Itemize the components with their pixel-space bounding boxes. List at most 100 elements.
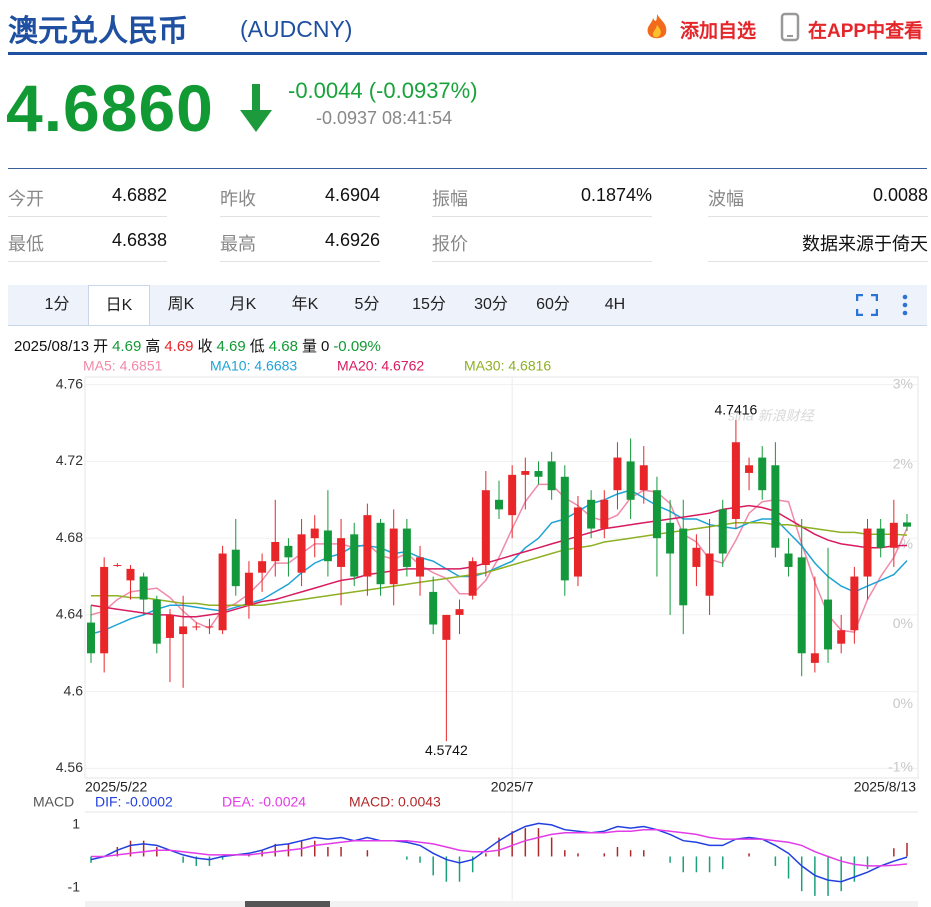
legend-entry: MA5: 4.6851: [83, 358, 163, 374]
candle-body: [139, 576, 148, 600]
fire-icon[interactable]: [642, 12, 672, 42]
candle-body: [284, 545, 293, 558]
candle-body: [205, 626, 214, 628]
stat-label: 昨收: [220, 189, 256, 209]
candle-body: [705, 553, 714, 596]
legend-entry: MA10: 4.6683: [210, 358, 297, 374]
header-rule: [8, 52, 927, 55]
more-icon[interactable]: [901, 293, 909, 317]
period-tab[interactable]: 月K: [229, 296, 257, 313]
candle-body: [639, 465, 648, 491]
candle-body: [679, 528, 688, 606]
macd-line: [91, 828, 908, 867]
candle-body: [244, 572, 253, 606]
candle-body: [323, 530, 332, 562]
info-item: 开: [93, 338, 109, 355]
candle-body: [784, 553, 793, 567]
candle-body: [850, 576, 859, 631]
candle-body: [863, 528, 872, 577]
low-label: 4.5742: [425, 742, 468, 758]
candle-body: [152, 599, 161, 644]
symbol-code: (AUDCNY): [240, 16, 353, 42]
candle-body: [626, 461, 635, 500]
candle-body: [573, 507, 582, 577]
stat-label: 最低: [8, 234, 44, 254]
stat-cell: 今开 4.6882: [8, 172, 167, 217]
candle-body: [600, 499, 609, 529]
plot-frame: [84, 376, 919, 779]
info-item: -0.09%: [333, 338, 381, 355]
candle-body: [337, 538, 346, 567]
candle-body: [824, 599, 833, 650]
info-item: 4.69: [112, 338, 142, 355]
y2-tick-label: 0%: [893, 695, 913, 711]
y2-tick-label: 3%: [893, 376, 913, 392]
candle-body: [495, 499, 503, 510]
stat-label: 今开: [8, 189, 44, 209]
candle-body: [731, 442, 740, 519]
period-tabs: 1分 日K 周K 月K 年K 5分 15分 30分 60分 4H: [8, 285, 927, 326]
y-tick-label: 4.68: [56, 529, 83, 545]
period-tab[interactable]: 30分: [474, 296, 508, 313]
scroll-thumb: [245, 901, 330, 907]
candle-body: [297, 534, 306, 573]
candle-body: [87, 622, 95, 654]
candle-body: [666, 522, 675, 554]
watermark: sina 新浪财经: [728, 408, 816, 424]
candle-body: [521, 471, 530, 475]
y-tick-label: -1: [68, 879, 81, 895]
candle-body: [692, 547, 701, 567]
candle-body: [481, 490, 490, 566]
stat-value: 0.1874%: [580, 185, 652, 205]
stat-label: 波幅: [708, 189, 744, 209]
add-favorite[interactable]: 添加自选: [680, 21, 757, 42]
stat-cell: 数据来源于倚天: [708, 217, 928, 262]
period-tab[interactable]: 5分: [354, 296, 380, 313]
x-tick-label: 2025/8/13: [854, 779, 916, 795]
stat-value: 数据来源于倚天: [802, 234, 928, 254]
candle-body: [165, 614, 174, 638]
info-item: 收: [197, 338, 213, 355]
y2-tick-label: 0%: [893, 615, 913, 631]
stat-cell: 波幅 0.0088: [708, 172, 928, 217]
stat-cell: 振幅 0.1874%: [432, 172, 652, 217]
period-tab[interactable]: 日K: [88, 285, 150, 325]
period-tab[interactable]: 周K: [167, 296, 195, 313]
y-tick-label: 4.76: [56, 375, 83, 391]
legend-entry: DIF: -0.0002: [95, 794, 173, 810]
y-tick-label: 4.56: [56, 759, 83, 775]
period-tab[interactable]: 年K: [291, 296, 319, 313]
y-tick-label: 1: [72, 816, 80, 832]
period-tab[interactable]: 1分: [44, 296, 70, 313]
phone-icon[interactable]: [779, 12, 801, 42]
candle-body: [363, 515, 372, 577]
open-in-app[interactable]: 在APP中查看: [808, 21, 924, 42]
stat-value: 0.0088: [872, 185, 928, 205]
period-tab[interactable]: 60分: [536, 296, 570, 313]
info-item: 2025/08/13: [14, 338, 90, 355]
stat-label: 振幅: [432, 189, 468, 209]
legend-entry: MA20: 4.6762: [337, 358, 424, 374]
candle-body: [179, 626, 188, 635]
candle-body: [442, 614, 451, 640]
stat-value: 4.6926: [324, 230, 380, 250]
candle-body: [258, 561, 267, 573]
y-tick-label: 4.64: [56, 606, 83, 622]
ma-line: [91, 522, 908, 607]
candle-body: [745, 465, 754, 473]
candle-body: [652, 490, 661, 539]
info-item: 高: [145, 338, 161, 355]
y-tick-label: 4.6: [64, 682, 84, 698]
candle-body: [113, 565, 122, 567]
period-tab[interactable]: 15分: [412, 296, 446, 313]
candle-body: [547, 461, 556, 491]
stat-value: 4.6904: [324, 185, 380, 205]
candle-body: [402, 528, 411, 567]
price-change: -0.0044 (-0.0937%): [288, 78, 478, 103]
stat-label: 最高: [220, 234, 256, 254]
fullscreen-icon[interactable]: [856, 294, 878, 316]
period-tab[interactable]: 4H: [604, 296, 626, 313]
stat-cell: 最高 4.6926: [220, 217, 380, 262]
y-tick-label: 4.72: [56, 452, 83, 468]
